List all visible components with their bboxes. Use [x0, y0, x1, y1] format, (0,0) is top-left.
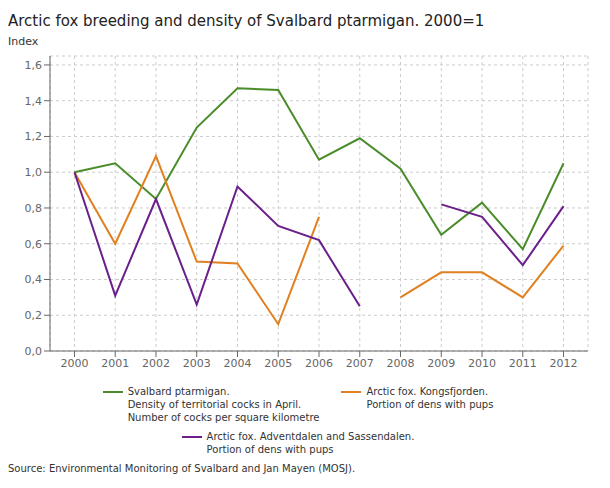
svg-text:2007: 2007	[346, 357, 374, 370]
svg-text:2009: 2009	[427, 357, 455, 370]
svg-text:2010: 2010	[468, 357, 496, 370]
svg-text:0,2: 0,2	[25, 309, 43, 322]
svg-text:2001: 2001	[101, 357, 129, 370]
svg-text:0,6: 0,6	[25, 238, 43, 251]
svg-text:2011: 2011	[509, 357, 537, 370]
svg-text:1,0: 1,0	[25, 166, 43, 179]
svg-text:2012: 2012	[550, 357, 578, 370]
svg-text:2000: 2000	[60, 357, 88, 370]
svg-text:1,4: 1,4	[25, 95, 43, 108]
svg-text:2003: 2003	[183, 357, 211, 370]
svg-text:0,0: 0,0	[25, 345, 43, 358]
svg-text:1,6: 1,6	[25, 59, 43, 72]
svg-text:2002: 2002	[142, 357, 170, 370]
svg-text:2006: 2006	[305, 357, 333, 370]
html-text:Arctic fox. Kongsfjorden. Port: Arctic fox. Kongsfjorden. Portion of den…	[366, 386, 494, 410]
html-text:Arctic fox breeding and densit: Arctic fox breeding and density of Svalb…	[8, 12, 485, 30]
html-text:Source: Environmental Monitori: Source: Environmental Monitoring of Sval…	[8, 463, 356, 474]
svg-text:0,4: 0,4	[25, 273, 43, 286]
svg-text:2004: 2004	[223, 357, 251, 370]
svg-text:2005: 2005	[264, 357, 292, 370]
html-text:Index: Index	[8, 35, 39, 48]
svg-text:1,2: 1,2	[25, 130, 43, 143]
svg-text:0,8: 0,8	[25, 202, 43, 215]
html-text:Svalbard ptarmigan. Density of: Svalbard ptarmigan. Density of territori…	[127, 386, 320, 423]
html-text:Arctic fox. Adventdalen and Sa: Arctic fox. Adventdalen and Sassendalen.…	[206, 431, 415, 455]
svg-text:2008: 2008	[387, 357, 415, 370]
